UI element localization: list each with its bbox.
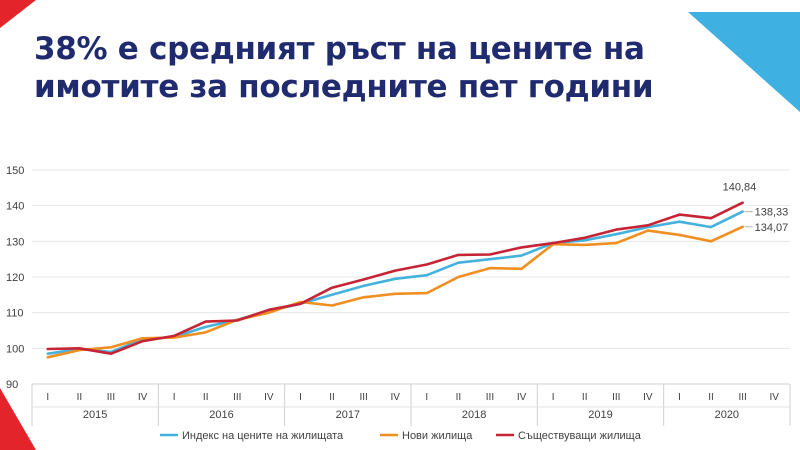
x-tick-quarter: II bbox=[329, 392, 335, 403]
x-tick-quarter: III bbox=[486, 392, 494, 403]
x-tick-quarter: III bbox=[738, 392, 746, 403]
x-tick-quarter: III bbox=[107, 392, 115, 403]
series-line-2 bbox=[46, 201, 744, 356]
end-value-label: 134,07 bbox=[755, 222, 789, 234]
bottom-left-red-triangle-shape bbox=[0, 388, 36, 450]
x-tick-quarter: III bbox=[359, 392, 367, 403]
x-tick-quarter: I bbox=[552, 392, 555, 403]
legend-label: Индекс на цените на жилищата bbox=[182, 430, 344, 442]
y-tick-label: 140 bbox=[6, 201, 24, 213]
x-tick-year: 2016 bbox=[209, 409, 233, 421]
y-tick-label: 120 bbox=[6, 272, 24, 284]
x-tick-quarter: II bbox=[456, 392, 462, 403]
x-tick-quarter: I bbox=[173, 392, 176, 403]
x-tick-quarter: IV bbox=[643, 392, 653, 403]
y-tick-label: 130 bbox=[6, 236, 24, 248]
y-tick-label: 90 bbox=[6, 379, 18, 391]
x-tick-quarter: II bbox=[203, 392, 209, 403]
bottom-left-red-triangle bbox=[0, 388, 36, 450]
y-tick-label: 100 bbox=[6, 343, 24, 355]
x-tick-year: 2019 bbox=[588, 409, 612, 421]
x-tick-quarter: I bbox=[299, 392, 302, 403]
end-value-label: 138,33 bbox=[755, 207, 789, 219]
x-tick-quarter: IV bbox=[517, 392, 527, 403]
x-tick-quarter: II bbox=[708, 392, 714, 403]
x-tick-quarter: II bbox=[77, 392, 83, 403]
x-tick-quarter: IV bbox=[390, 392, 400, 403]
x-tick-quarter: I bbox=[425, 392, 428, 403]
x-tick-quarter: IV bbox=[769, 392, 779, 403]
top-left-red-triangle-shape bbox=[0, 0, 36, 28]
legend-label: Нови жилища bbox=[402, 430, 473, 442]
top-right-blue-triangle-shape bbox=[688, 12, 800, 112]
x-tick-year: 2017 bbox=[336, 409, 360, 421]
series-line-1 bbox=[46, 225, 744, 359]
top-left-red-triangle bbox=[0, 0, 36, 28]
x-tick-quarter: I bbox=[46, 392, 49, 403]
legend-label: Съществуващи жилища bbox=[518, 430, 642, 442]
x-tick-quarter: III bbox=[233, 392, 241, 403]
slide-title: 38% е средният ръст на цените на имотите… bbox=[34, 31, 654, 105]
x-tick-quarter: IV bbox=[264, 392, 274, 403]
series-line-0 bbox=[46, 210, 744, 356]
x-tick-quarter: IV bbox=[138, 392, 148, 403]
x-tick-quarter: III bbox=[612, 392, 620, 403]
y-tick-label: 150 bbox=[6, 165, 24, 177]
x-tick-year: 2015 bbox=[83, 409, 107, 421]
end-value-label: 140,84 bbox=[723, 182, 757, 194]
top-right-blue-triangle bbox=[688, 12, 800, 112]
x-tick-year: 2020 bbox=[715, 409, 739, 421]
y-tick-label: 110 bbox=[6, 308, 24, 320]
x-tick-year: 2018 bbox=[462, 409, 486, 421]
x-tick-quarter: I bbox=[678, 392, 681, 403]
x-tick-quarter: II bbox=[582, 392, 588, 403]
